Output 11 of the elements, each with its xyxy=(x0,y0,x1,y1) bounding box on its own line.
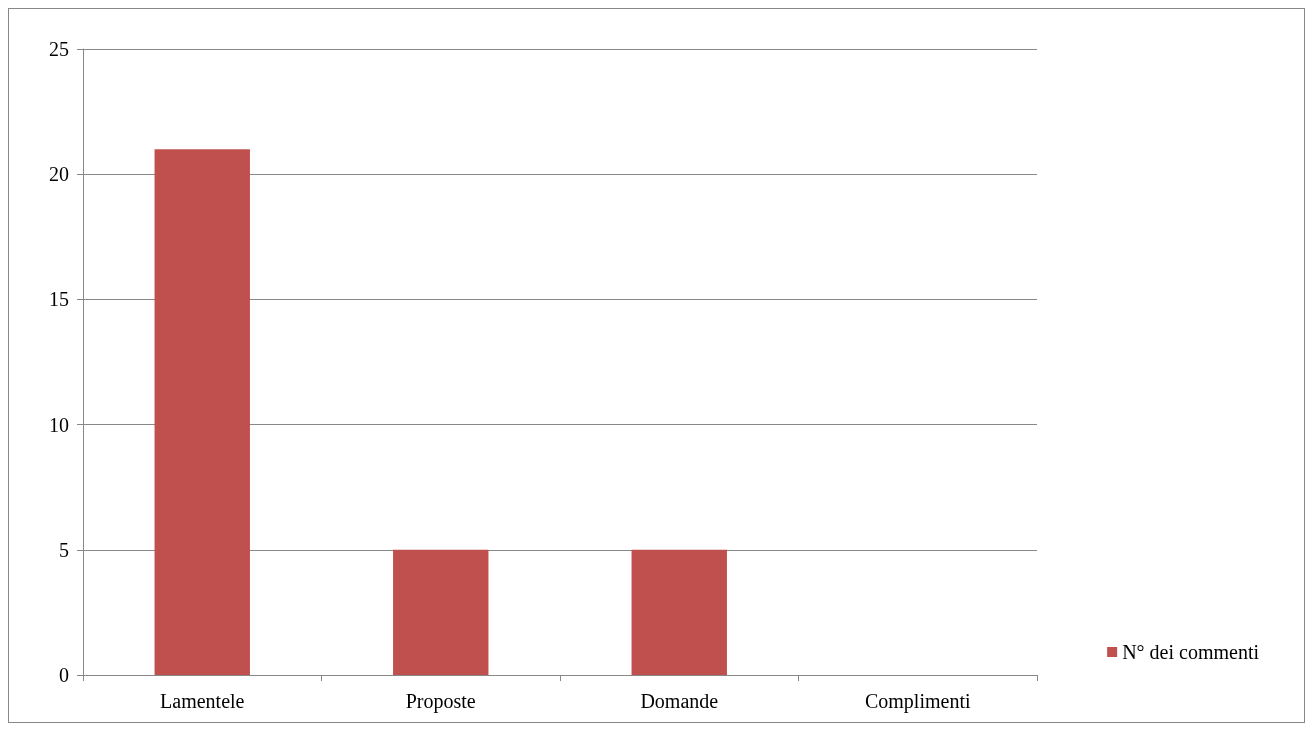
x-tick-label: Proposte xyxy=(405,690,476,713)
y-tick-label: 20 xyxy=(49,163,69,186)
y-tick-label: 25 xyxy=(49,38,69,60)
legend-label: N° dei commenti xyxy=(1122,641,1260,663)
y-tick-label: 15 xyxy=(49,288,69,311)
y-tick-label: 10 xyxy=(49,413,69,436)
x-tick-label: Complimenti xyxy=(864,690,971,713)
y-tick-label: 5 xyxy=(59,538,69,561)
x-tick-label: Lamentele xyxy=(160,690,245,712)
y-tick-label: 0 xyxy=(59,664,69,686)
x-tick-label: Domande xyxy=(640,690,719,712)
